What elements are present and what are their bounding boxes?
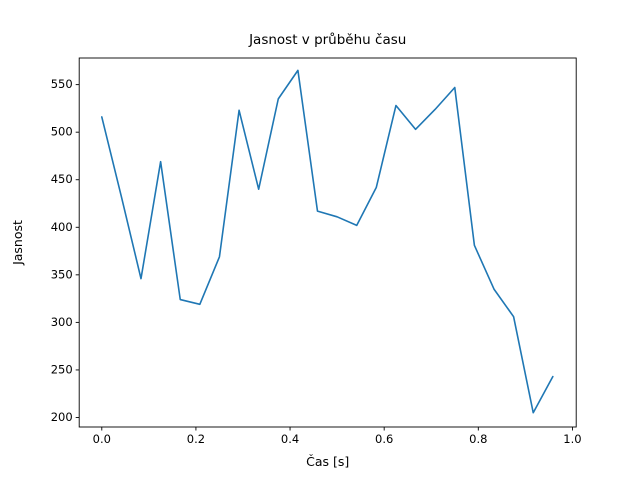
- y-tick-label: 450: [51, 172, 73, 186]
- y-tick-label: 350: [51, 267, 73, 281]
- y-tick-label: 250: [51, 362, 73, 376]
- y-axis-ticks: 200 250 300 350 400 450 500 550: [51, 77, 80, 424]
- x-tick-label: 1.0: [563, 432, 581, 446]
- y-tick-label: 300: [51, 315, 73, 329]
- y-axis-label: Jasnost: [10, 220, 25, 266]
- y-tick-label: 400: [51, 220, 73, 234]
- y-tick-label: 550: [51, 77, 73, 91]
- x-tick-label: 0.6: [375, 432, 393, 446]
- page-title: Jasnost v průběhu času: [248, 32, 406, 48]
- x-tick-label: 0.4: [281, 432, 299, 446]
- y-tick-label: 200: [51, 410, 73, 424]
- x-axis-label: Čas [s]: [306, 454, 349, 469]
- axes-frame: [78, 57, 577, 428]
- data-series-line: [100, 69, 554, 414]
- x-tick-label: 0.2: [187, 432, 205, 446]
- x-tick-label: 0.0: [93, 432, 111, 446]
- axes-background: [79, 58, 577, 427]
- x-axis-ticks: 0.0 0.2 0.4 0.6 0.8 1.0: [93, 427, 582, 446]
- x-tick-label: 0.8: [469, 432, 487, 446]
- y-tick-label: 500: [51, 125, 73, 139]
